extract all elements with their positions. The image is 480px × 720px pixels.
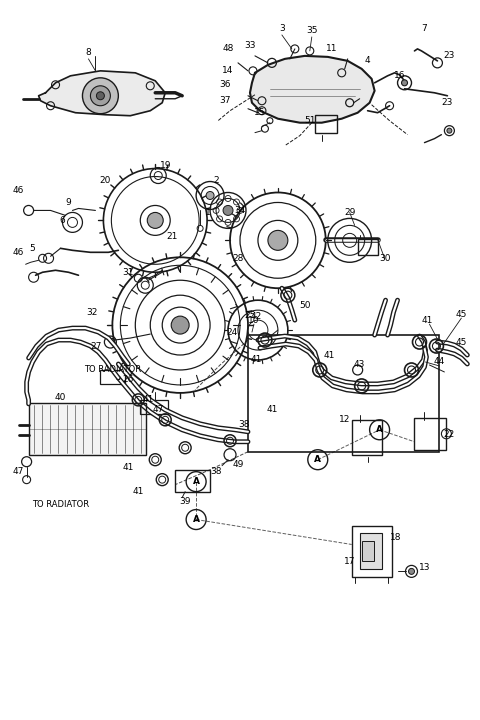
Text: A: A [192, 477, 200, 486]
Text: 24: 24 [227, 328, 238, 336]
Text: TO RADIATOR: TO RADIATOR [84, 366, 141, 374]
Text: 41: 41 [250, 356, 262, 364]
Text: 18: 18 [390, 533, 401, 542]
Text: 45: 45 [456, 310, 467, 319]
Text: 4: 4 [365, 56, 371, 66]
Text: 50: 50 [299, 301, 311, 310]
Text: 6: 6 [60, 216, 65, 225]
Text: 12: 12 [339, 415, 350, 424]
Polygon shape [250, 56, 374, 122]
Text: 16: 16 [394, 71, 405, 81]
Bar [140, 400, 168, 414]
Bar [352, 420, 382, 455]
Circle shape [408, 568, 415, 575]
Circle shape [223, 205, 233, 215]
Text: 20: 20 [100, 176, 111, 185]
Text: 41: 41 [132, 487, 144, 496]
Text: 48: 48 [222, 45, 234, 53]
Text: 21: 21 [167, 232, 178, 241]
Text: 41: 41 [266, 405, 277, 414]
Bar [360, 534, 382, 570]
Text: 35: 35 [306, 27, 318, 35]
Text: 17: 17 [344, 557, 355, 566]
Text: 2: 2 [213, 176, 219, 185]
Text: 13: 13 [419, 563, 430, 572]
Text: 36: 36 [219, 81, 231, 89]
Bar [175, 469, 210, 492]
Text: 32: 32 [87, 307, 98, 317]
Text: 14: 14 [222, 66, 234, 76]
Text: 23: 23 [442, 98, 453, 107]
Circle shape [147, 212, 163, 228]
Text: 10: 10 [248, 315, 260, 325]
Bar [352, 526, 392, 577]
Text: 44: 44 [434, 358, 445, 366]
Circle shape [90, 86, 110, 106]
Text: 47: 47 [153, 405, 164, 414]
Text: 1: 1 [205, 208, 211, 217]
Text: 9: 9 [66, 198, 72, 207]
Text: A: A [192, 515, 200, 524]
Text: 25: 25 [244, 310, 256, 320]
Circle shape [206, 192, 214, 199]
Bar [415, 418, 446, 450]
Text: 30: 30 [379, 253, 390, 263]
Circle shape [83, 78, 119, 114]
Text: 8: 8 [85, 48, 91, 58]
Text: A: A [376, 426, 383, 434]
Text: 39: 39 [180, 497, 191, 506]
Text: 33: 33 [244, 42, 256, 50]
Circle shape [447, 128, 452, 133]
Circle shape [268, 230, 288, 251]
Text: 31: 31 [122, 268, 134, 276]
Text: 22: 22 [444, 431, 455, 439]
Text: TO RADIATOR: TO RADIATOR [32, 500, 89, 509]
Text: 38: 38 [210, 467, 222, 476]
Text: 5: 5 [30, 244, 36, 253]
Text: 51: 51 [304, 116, 315, 125]
Text: 7: 7 [421, 24, 427, 33]
Polygon shape [29, 403, 146, 455]
Text: 43: 43 [354, 361, 365, 369]
Text: 34: 34 [234, 206, 246, 215]
Circle shape [96, 91, 104, 100]
Text: 42: 42 [251, 312, 262, 320]
Text: 38: 38 [238, 420, 250, 429]
Text: 41: 41 [422, 315, 433, 325]
Text: 46: 46 [13, 248, 24, 257]
Text: 15: 15 [254, 108, 266, 117]
Text: 23: 23 [444, 51, 455, 60]
Text: 26: 26 [122, 375, 134, 384]
Text: 40: 40 [55, 393, 66, 402]
Text: 41: 41 [122, 463, 134, 472]
Text: 41: 41 [143, 395, 154, 405]
Bar [100, 370, 125, 384]
Text: 47: 47 [13, 467, 24, 476]
Bar [29, 403, 146, 455]
Text: 49: 49 [232, 460, 244, 469]
Circle shape [402, 80, 408, 86]
Bar [358, 239, 378, 256]
Bar [315, 114, 336, 132]
Text: 27: 27 [91, 341, 102, 351]
Bar [248, 335, 439, 451]
Text: 11: 11 [326, 45, 337, 53]
Text: 41: 41 [324, 351, 336, 359]
Text: 3: 3 [279, 24, 285, 33]
Polygon shape [38, 71, 165, 116]
Text: 19: 19 [159, 161, 171, 170]
Text: 29: 29 [344, 208, 355, 217]
Text: 28: 28 [232, 253, 244, 263]
Text: 37: 37 [219, 96, 231, 105]
Circle shape [171, 316, 189, 334]
Text: A: A [314, 455, 321, 464]
Text: 45: 45 [456, 338, 467, 346]
Bar [361, 541, 373, 562]
Text: 46: 46 [13, 186, 24, 195]
